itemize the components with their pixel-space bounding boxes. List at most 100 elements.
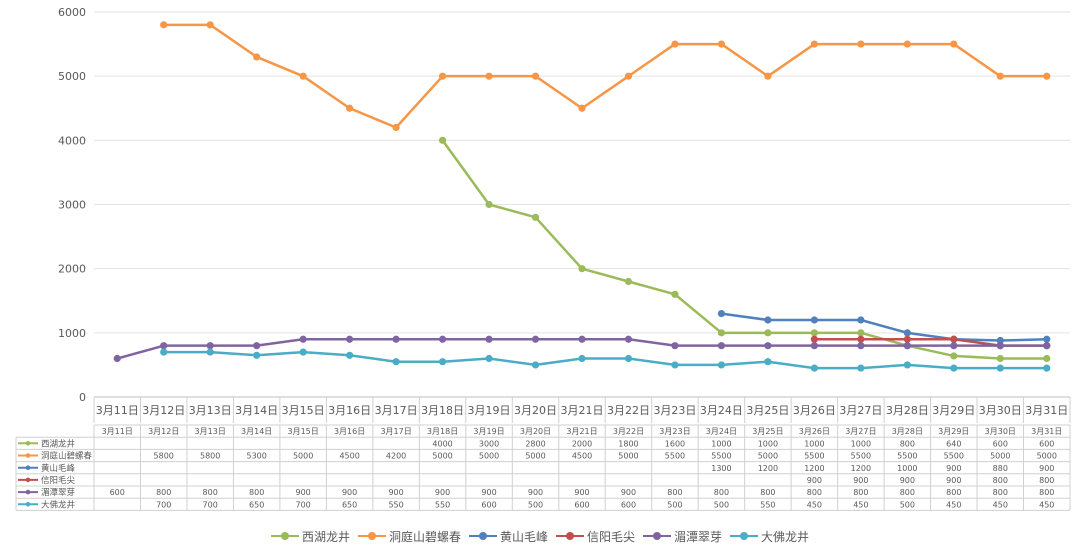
legend: 西湖龙井 洞庭山碧螺春 黄山毛峰 信阳毛尖 湄潭翠芽 大佛龙井 [0,527,1080,545]
table-cell: 5500 [804,452,824,461]
table-header-cell: 3月12日 [148,427,179,436]
data-point [1043,354,1051,363]
table-cell: 900 [296,488,311,497]
table-cell: 800 [667,488,682,497]
x-tick-label: 3月11日 [96,404,139,417]
table-cell: 1200 [758,464,778,473]
x-tick-label: 3月23日 [653,404,696,417]
x-tick-label: 3月24日 [700,404,743,417]
series-line [113,335,1051,363]
data-point [531,213,540,221]
table-cell: 5000 [758,452,778,461]
table-cell: 800 [1039,476,1054,485]
x-tick-label: 3月17日 [375,404,418,417]
table-header-cell: 3月15日 [288,427,319,436]
table-cell: 5300 [246,452,266,461]
y-tick-label: 2000 [58,263,86,276]
data-point [857,364,865,372]
data-point [206,21,214,29]
data-point [764,329,772,337]
table-cell: 5500 [944,452,964,461]
data-point [717,309,726,318]
table-cell: 500 [900,500,915,509]
x-tick-label: 3月27日 [839,404,882,417]
table-cell: 500 [714,500,729,509]
table-series-key-marker [25,477,31,483]
table-cell: 600 [621,500,636,509]
table-cell: 800 [807,488,822,497]
table-cell: 5000 [293,452,313,461]
table-cell: 1300 [711,464,731,473]
data-point [624,354,633,363]
data-point [160,21,168,29]
table-header-cell: 3月14日 [241,427,272,436]
data-point [160,348,168,356]
table-cell: 4000 [432,439,452,448]
x-tick-label: 3月26日 [793,404,836,417]
table-header-cell: 3月19日 [473,427,504,436]
data-point [857,316,865,324]
table-cell: 800 [900,439,915,448]
data-point [578,335,586,343]
data-point [810,316,818,324]
table-series-label: 洞庭山碧螺春 [41,451,93,462]
table-cell: 650 [342,500,357,509]
table-cell: 600 [110,488,125,497]
series-line [438,136,1051,363]
table-header-cell: 3月29日 [938,427,969,436]
data-point [531,335,540,343]
y-tick-label: 5000 [58,70,86,83]
legend-swatch [730,531,759,541]
data-point [1043,72,1051,80]
table-cell: 450 [853,500,868,509]
data-point [438,136,447,144]
data-point [624,277,633,286]
data-point [764,358,772,366]
legend-item: 洞庭山碧螺春 [357,527,461,545]
data-point [996,364,1004,372]
legend-item: 黄山毛峰 [468,527,548,545]
y-tick-label: 1000 [58,327,86,340]
table-series-label: 黄山毛峰 [41,463,76,474]
data-point [624,335,633,343]
legend-item: 湄潭翠芽 [643,527,722,545]
data-point [950,352,958,360]
data-point [392,123,400,132]
data-point [346,104,354,112]
data-point [717,361,726,369]
table-cell: 800 [203,488,218,497]
x-tick-label: 3月15日 [282,404,325,417]
table-cell: 800 [760,488,775,497]
table-cell: 550 [435,500,450,509]
table-cell: 3000 [479,439,499,448]
x-tick-label: 3月30日 [979,404,1022,417]
x-tick-label: 3月20日 [514,404,557,417]
table-cell: 700 [156,500,171,509]
table-cell: 2000 [572,439,592,448]
table-cell: 2800 [525,439,545,448]
data-point [950,364,958,372]
table-cell: 900 [435,488,450,497]
table-cell: 5500 [665,452,685,461]
table-cell: 900 [946,464,961,473]
table-cell: 5000 [618,452,638,461]
table-series-key-marker [25,465,31,471]
series-path [163,23,1047,129]
table-cell: 900 [946,476,961,485]
data-point [671,40,679,48]
y-tick-label: 4000 [58,134,86,147]
table-cell: 1000 [758,439,778,448]
legend-item: 信阳毛尖 [556,527,635,545]
table-header-cell: 3月22日 [613,427,644,436]
table-cell: 900 [528,488,543,497]
table-cell: 600 [574,500,589,509]
legend-label: 信阳毛尖 [587,529,636,544]
data-point [857,329,865,337]
table-cell: 1800 [618,439,638,448]
data-point [1043,364,1051,372]
data-point [438,335,447,343]
x-tick-label: 3月31日 [1025,404,1068,417]
table-cell: 5000 [990,452,1010,461]
x-tick-label: 3月18日 [421,404,464,417]
